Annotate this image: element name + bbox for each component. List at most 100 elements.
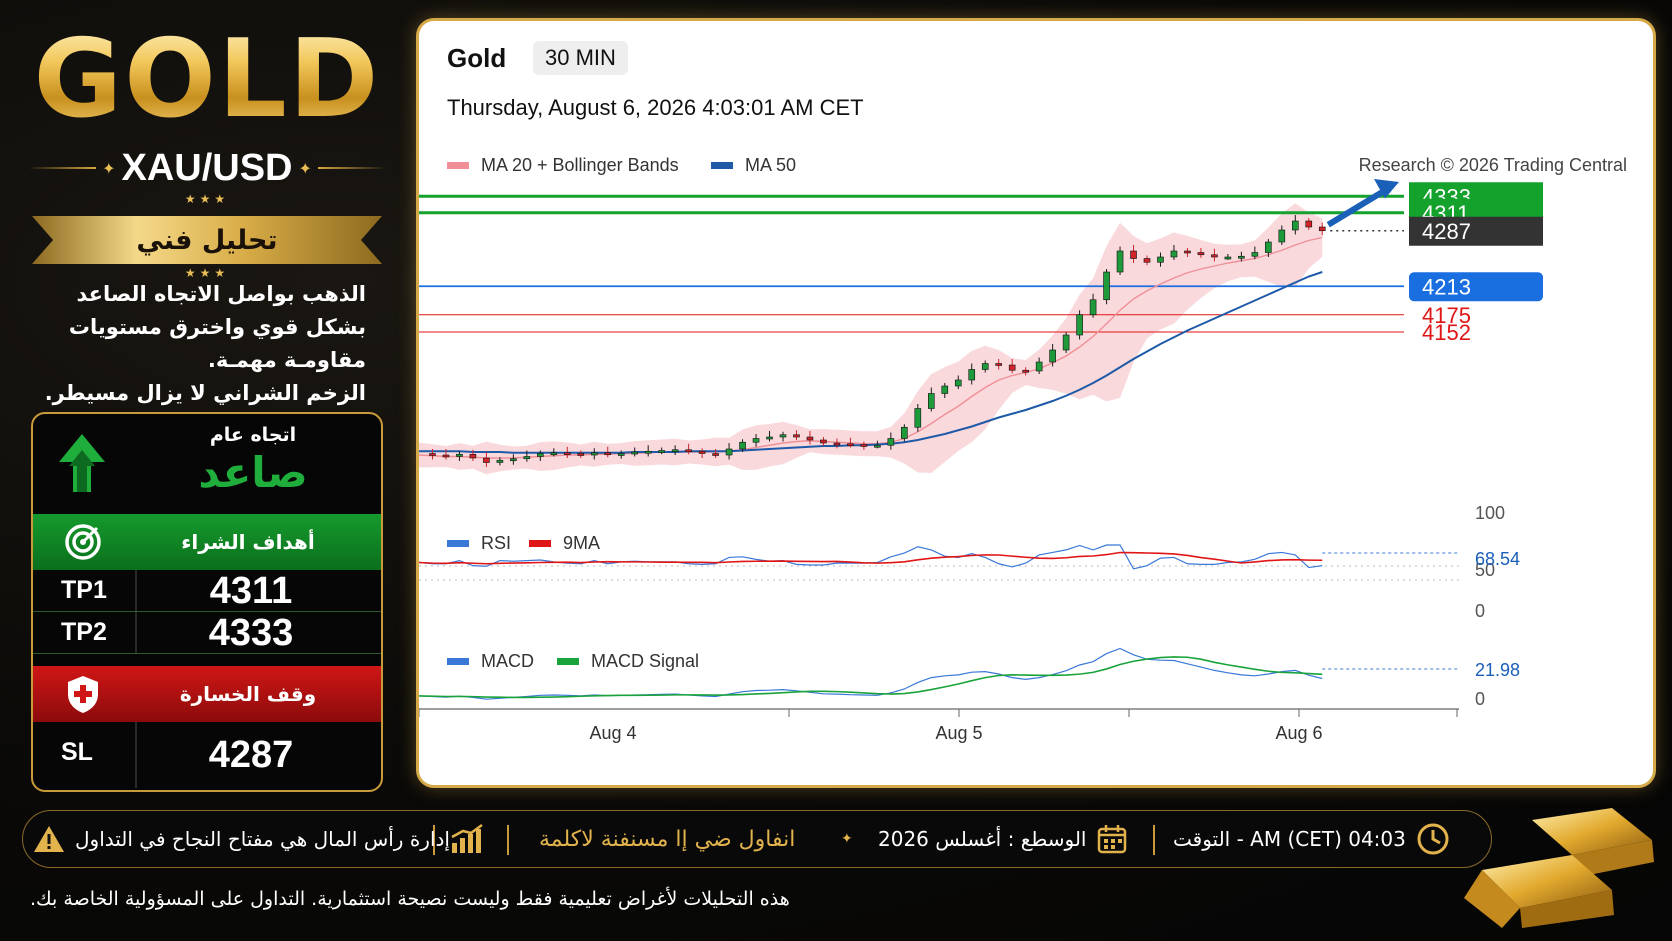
ribbon-label: تحليل فني [136,224,278,256]
stop-loss-header: وقف الخسارة [33,666,381,722]
candle-body [563,452,571,456]
candle-body [1049,349,1056,363]
candle-body [941,385,949,394]
legend-label: MA 20 + Bollinger Bands [481,155,679,175]
candle-body [1062,334,1070,351]
legend-ma50: MA 50 [711,155,796,176]
stars-icon: ★★★ [184,266,230,280]
candle-body [1103,271,1110,301]
description: الذهب بواصل الاتجاه الصاعد بشكل قوي واخت… [28,278,366,410]
candle-body [1035,361,1043,372]
macd-tick-label: 0 [1475,689,1485,709]
row-divider [135,722,137,788]
description-line: الذهب بواصل الاتجاه الصاعد [76,282,367,306]
growth-chart-icon [451,823,483,853]
star-icon: ✦ [841,831,853,847]
candle-body [456,453,463,457]
candle-body [806,436,814,441]
divider-line [28,167,97,169]
candle-body [537,453,544,457]
target-value: 4311 [209,570,293,612]
date-text: الوسطع : أغسلس 2026 [878,827,1087,851]
candle-body [1291,220,1299,231]
candle-body [1238,255,1245,259]
candle-body [860,444,868,447]
level-tag-4287 [1409,216,1543,246]
candle-body [874,444,881,448]
target-row: TP2 4333 [33,612,381,654]
candle-body [1305,220,1313,228]
rsi-tick-label: 0 [1475,601,1485,621]
candle-body [590,452,598,456]
candle-body [1022,369,1029,373]
candle-body [1170,250,1178,258]
candle-body [1076,314,1083,336]
risk-text: إدارة رأس المال هي مفتاح النجاح في التدا… [75,827,450,851]
candle-body [658,450,665,453]
chart-title: Gold [447,43,507,73]
macd-line [419,647,1323,700]
warning-icon [34,826,64,852]
legend-swatch [447,162,469,169]
candle-body [914,408,922,428]
slogan: انفاول ضي إا مسنفنة لاكلمة [539,826,796,852]
x-axis-label: Aug 6 [1275,723,1322,743]
candle-body [550,452,558,456]
bollinger-band [419,203,1323,475]
trend-value: صاعد [198,448,308,497]
candle-body [685,449,692,453]
forecast-arrow [1326,188,1386,228]
legend-swatch [557,658,579,665]
candle-body [577,453,585,456]
price-chart-canvas: 43334311428742134175415210050068.5421.98… [419,179,1543,743]
bottom-info-bar: 04:03 AM (CET) - التوقت الوسطع : أغسلس 2… [22,810,1492,868]
analysis-ribbon: تحليل فني [32,216,382,264]
separator [1153,825,1155,855]
candle-body [793,434,800,438]
legend-9ma: 9MA [529,533,600,554]
stars-icon: ★★★ [184,192,230,206]
description-line: الزخم الشراني لا يزال مسيطر. [44,381,366,405]
buy-targets-header: أهداف الشراء [33,514,381,570]
chart-credit: Research © 2026 Trading Central [1358,155,1627,175]
candle-body [631,451,639,455]
candle-body [995,363,1003,366]
candle-body [496,459,504,463]
trend-label: اتجاه عام [209,424,297,446]
chart-panel: Gold 30 MIN Thursday, August 6, 2026 4:0… [416,18,1656,788]
risk-info: إدارة رأس المال هي مفتاح النجاح في التدا… [33,811,450,867]
legend-label: MACD Signal [591,651,700,671]
legend-macd: MACD [447,651,534,672]
candle-body [712,453,719,456]
candle-body [981,363,989,370]
stop-key: SL [61,738,93,766]
chart-datetime: Thursday, August 6, 2026 4:03:01 AM CET [447,95,864,120]
stop-row: SL 4287 [33,722,381,788]
candle-body [887,438,895,446]
rsi-line [419,544,1323,570]
candle-body [483,457,490,463]
legend-bollinger: MA 20 + Bollinger Bands [447,155,679,176]
legend-swatch [711,162,733,169]
target-row: TP1 4311 [33,570,381,612]
candle-body [1184,250,1191,254]
legend-macd-signal: MACD Signal [557,651,699,672]
candle-body [954,379,962,387]
target-value: 4333 [208,612,294,654]
candle-body [1008,364,1016,371]
candle-body [725,448,733,456]
candle-body [968,369,976,381]
candle-body [1157,256,1164,263]
trend-up-arrow-icon [59,434,105,492]
x-axis-label: Aug 4 [589,723,636,743]
shield-icon [68,676,98,713]
candle-body [604,452,612,456]
buy-targets-label: أهداف الشراء [181,530,315,554]
candle-body [1197,252,1205,256]
pair-row: ✦ XAU/USD ✦ [28,147,386,189]
candle-body [469,453,477,459]
candle-body [429,453,436,456]
date-info: الوسطع : أغسلس 2026 [878,811,1128,867]
level-label-4287: 4287 [1422,219,1471,244]
forecast-arrow-head [1374,179,1399,199]
